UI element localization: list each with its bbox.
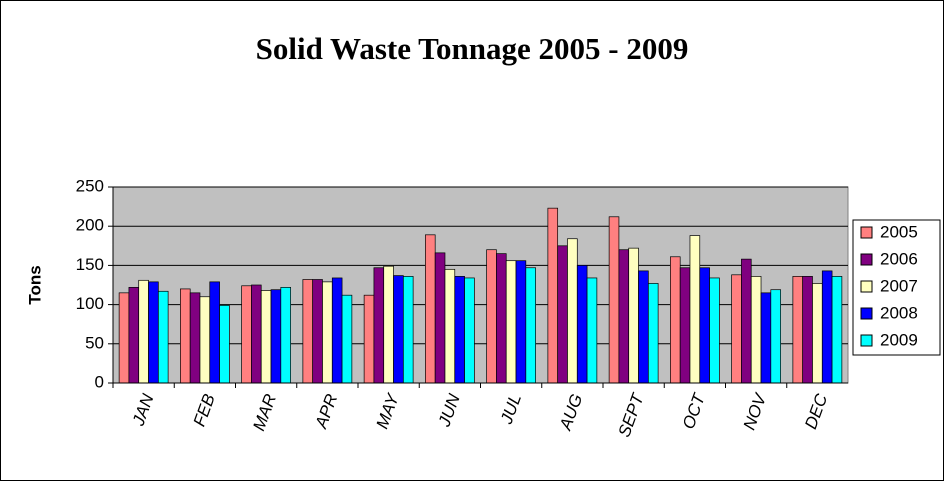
bar bbox=[679, 267, 691, 384]
y-axis-label: Tons bbox=[25, 265, 44, 304]
bar bbox=[486, 249, 497, 384]
bar bbox=[341, 294, 353, 384]
bar bbox=[618, 249, 630, 384]
bar bbox=[425, 234, 436, 384]
bar bbox=[505, 260, 517, 384]
bar bbox=[670, 256, 681, 384]
bar bbox=[547, 207, 559, 384]
bar bbox=[199, 296, 211, 384]
bar bbox=[280, 287, 291, 384]
bar bbox=[699, 267, 710, 384]
legend-swatch bbox=[860, 253, 873, 266]
bar bbox=[128, 287, 140, 384]
y-tick-label: 50 bbox=[85, 333, 104, 352]
bar bbox=[464, 277, 475, 384]
bar bbox=[251, 284, 262, 384]
legend-label: 2006 bbox=[880, 249, 918, 268]
bar bbox=[709, 277, 720, 384]
bar bbox=[638, 270, 649, 384]
bar bbox=[741, 258, 752, 384]
y-tick-label: 0 bbox=[95, 372, 104, 391]
y-tick-label: 150 bbox=[76, 255, 104, 274]
bar bbox=[138, 279, 149, 384]
bar bbox=[373, 267, 385, 384]
legend-label: 2009 bbox=[880, 330, 918, 349]
bar bbox=[576, 265, 588, 384]
bar bbox=[525, 267, 536, 384]
y-tick-label: 200 bbox=[76, 216, 104, 235]
bar bbox=[557, 245, 568, 384]
bar bbox=[270, 289, 282, 384]
bar bbox=[760, 292, 772, 384]
plot-area bbox=[112, 186, 849, 384]
bar bbox=[792, 276, 804, 384]
legend-swatch bbox=[860, 307, 873, 320]
legend-label: 2008 bbox=[880, 303, 918, 322]
bar bbox=[393, 275, 404, 384]
bar bbox=[118, 292, 130, 384]
bar bbox=[402, 276, 414, 384]
legend-swatch bbox=[860, 226, 873, 239]
legend-label: 2007 bbox=[880, 276, 918, 295]
bar bbox=[515, 260, 527, 384]
bar bbox=[209, 281, 220, 384]
bar bbox=[821, 270, 833, 384]
bar bbox=[331, 277, 343, 384]
bar bbox=[189, 292, 201, 384]
legend-swatch bbox=[860, 334, 873, 347]
bar bbox=[241, 285, 252, 384]
bar bbox=[157, 290, 169, 384]
bar bbox=[750, 276, 762, 384]
bar bbox=[802, 276, 813, 384]
bar bbox=[312, 279, 323, 384]
bar bbox=[586, 277, 598, 384]
bar bbox=[434, 252, 446, 384]
bar bbox=[567, 238, 578, 384]
bar bbox=[260, 290, 272, 384]
legend-swatch bbox=[860, 280, 873, 293]
bar bbox=[148, 281, 159, 384]
bar bbox=[496, 253, 507, 384]
bar bbox=[731, 274, 742, 384]
y-tick-label: 100 bbox=[76, 294, 104, 313]
legend-label: 2005 bbox=[880, 222, 918, 241]
bar bbox=[812, 283, 823, 384]
bar bbox=[363, 294, 375, 384]
bar bbox=[647, 283, 659, 384]
bar bbox=[322, 281, 333, 384]
bar bbox=[770, 289, 781, 384]
bar bbox=[444, 268, 456, 384]
bar bbox=[689, 235, 701, 384]
chart-title: Solid Waste Tonnage 2005 - 2009 bbox=[256, 31, 689, 66]
bar bbox=[608, 216, 620, 384]
bar bbox=[302, 279, 314, 384]
bar bbox=[628, 247, 639, 384]
bar bbox=[383, 265, 394, 384]
y-tick-label: 250 bbox=[76, 176, 104, 195]
bar bbox=[180, 288, 191, 384]
bar bbox=[219, 305, 230, 384]
bar bbox=[454, 276, 465, 384]
bar bbox=[831, 276, 843, 384]
